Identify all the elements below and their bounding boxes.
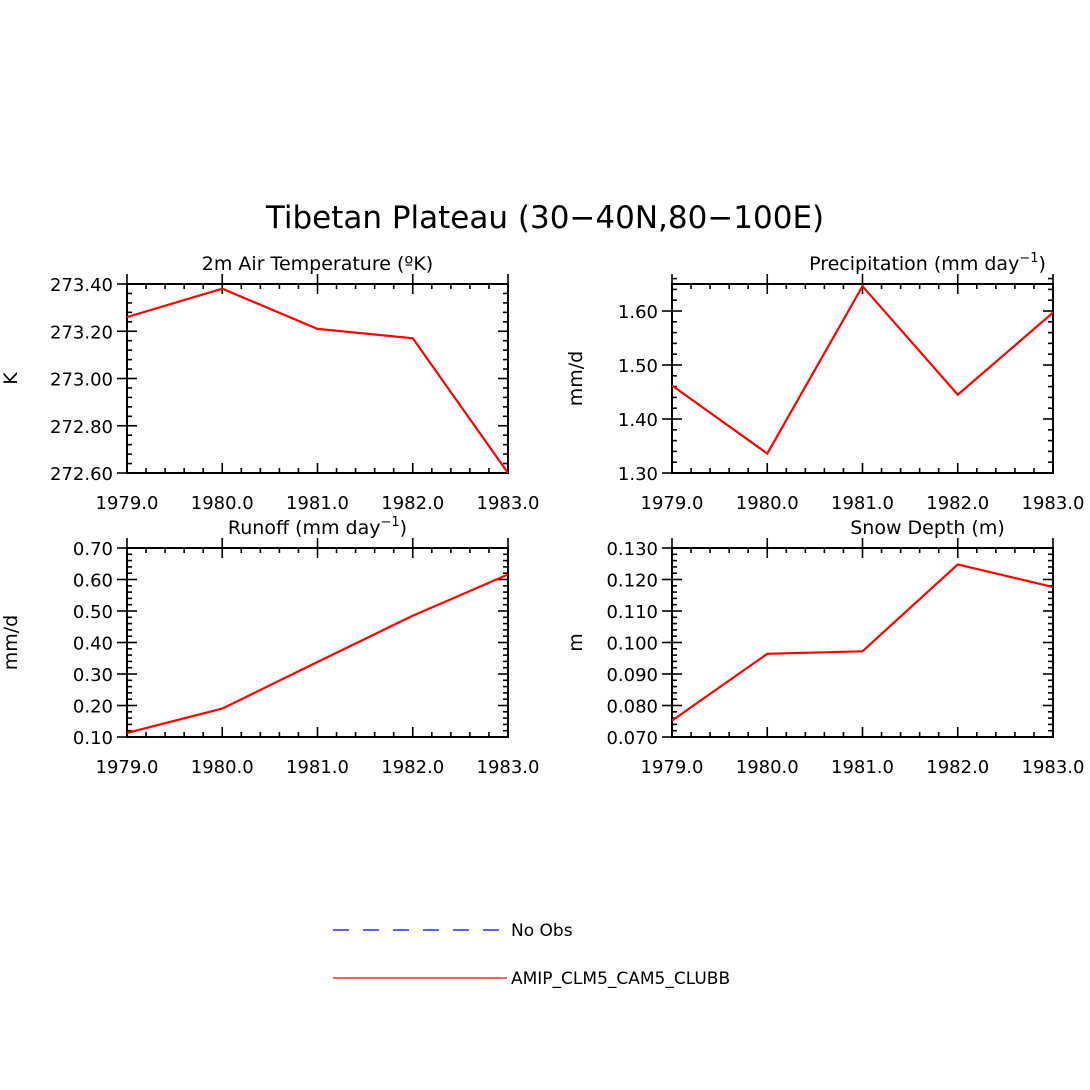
y-tick-label: 1.60: [618, 302, 658, 323]
panel-title-text: Precipitation (mm day: [809, 253, 1019, 275]
y-tick-label: 1.30: [618, 464, 658, 485]
x-tick-label: 1980.0: [191, 757, 254, 778]
panel-title-text: 2m Air Temperature (ºK): [202, 253, 433, 275]
y-tick-label: 0.120: [606, 571, 658, 592]
x-tick-label: 1981.0: [286, 757, 349, 778]
x-tick-label: 1983.0: [477, 757, 540, 778]
plot-frame: [126, 283, 509, 474]
y-axis-title: mm/d: [565, 351, 587, 406]
legend-label: No Obs: [511, 921, 573, 941]
x-tick-label: 1983.0: [1022, 493, 1085, 514]
series-line-1: [126, 287, 509, 474]
panel-title: 2m Air Temperature (ºK): [202, 253, 433, 275]
y-tick-label: 272.80: [50, 417, 113, 438]
legend-label: AMIP_CLM5_CAM5_CLUBB: [511, 969, 730, 989]
y-tick-label: 0.10: [73, 728, 113, 749]
panel-title: Runoff (mm day−1): [228, 515, 407, 539]
y-tick-label: 0.070: [606, 728, 658, 749]
x-tick-label: 1983.0: [477, 493, 540, 514]
panel-title-end: ): [1038, 253, 1045, 275]
y-axis-title: mm/d: [0, 615, 22, 670]
figure-title: Tibetan Plateau (30−40N,80−100E): [265, 200, 824, 236]
panel-title: Precipitation (mm day−1): [809, 251, 1046, 275]
legend-item: AMIP_CLM5_CAM5_CLUBB: [333, 969, 730, 989]
x-tick-label: 1981.0: [831, 757, 894, 778]
panel-title-text: Snow Depth (m): [850, 517, 1005, 539]
plot-frame: [126, 547, 509, 738]
x-tick-label: 1980.0: [736, 757, 799, 778]
y-tick-label: 273.00: [50, 370, 113, 391]
panel-1: 1979.0 1980.0 1981.0 1982.0 1983.0 272.60 272.…: [0, 253, 539, 514]
panel-2: 1979.0 1980.0 1981.0 1982.0 1983.0 1.30 1.40 1.…: [565, 251, 1084, 514]
y-tick-label: 272.60: [50, 464, 113, 485]
x-tick-label: 1982.0: [381, 757, 444, 778]
y-tick-label: 0.50: [73, 602, 113, 623]
legend-item: No Obs: [333, 921, 573, 941]
x-tick-label: 1979.0: [641, 757, 704, 778]
plot-frame: [671, 547, 1054, 738]
y-tick-label: 1.40: [618, 410, 658, 431]
y-tick-label: 0.60: [73, 571, 113, 592]
y-tick-label: 0.70: [73, 539, 113, 560]
plot-frame: [671, 283, 1054, 474]
series-line-1: [126, 573, 509, 734]
y-axis-title: K: [0, 372, 22, 385]
series-line-1: [671, 563, 1054, 722]
y-tick-label: 273.40: [50, 275, 113, 296]
x-tick-label: 1980.0: [191, 493, 254, 514]
x-tick-label: 1982.0: [926, 493, 989, 514]
x-tick-label: 1979.0: [641, 493, 704, 514]
x-tick-label: 1979.0: [96, 757, 159, 778]
x-tick-label: 1983.0: [1022, 757, 1085, 778]
panel-grid: 1979.0 1980.0 1981.0 1982.0 1983.0 272.60 272.…: [0, 251, 1084, 778]
panel-3: 1979.0 1980.0 1981.0 1982.0 1983.0 0.10 0.20 0.…: [0, 515, 539, 778]
x-tick-label: 1981.0: [286, 493, 349, 514]
x-tick-label: 1982.0: [381, 493, 444, 514]
x-tick-label: 1979.0: [96, 493, 159, 514]
x-tick-label: 1982.0: [926, 757, 989, 778]
series-line-1: [671, 284, 1054, 456]
y-tick-label: 0.110: [606, 602, 658, 623]
y-tick-label: 0.100: [606, 634, 658, 655]
panel-4: 1979.0 1980.0 1981.0 1982.0 1983.0 0.070 0.080…: [565, 517, 1084, 778]
y-tick-label: 1.50: [618, 356, 658, 377]
panel-title: Snow Depth (m): [850, 517, 1005, 539]
panel-title-text: Runoff (mm day: [228, 517, 381, 539]
x-tick-label: 1981.0: [831, 493, 894, 514]
panel-title-superscript: −1: [1019, 251, 1038, 266]
legend: No Obs AMIP_CLM5_CAM5_CLUBB: [333, 921, 730, 989]
y-tick-label: 0.130: [606, 539, 658, 560]
panel-title-superscript: −1: [381, 515, 400, 530]
x-tick-label: 1980.0: [736, 493, 799, 514]
y-tick-label: 0.20: [73, 697, 113, 718]
panel-title-end: ): [400, 517, 407, 539]
y-tick-label: 0.40: [73, 634, 113, 655]
y-tick-label: 0.090: [606, 665, 658, 686]
y-tick-label: 273.20: [50, 322, 113, 343]
y-tick-label: 0.30: [73, 665, 113, 686]
y-axis-title: m: [565, 633, 587, 652]
y-tick-label: 0.080: [606, 697, 658, 718]
